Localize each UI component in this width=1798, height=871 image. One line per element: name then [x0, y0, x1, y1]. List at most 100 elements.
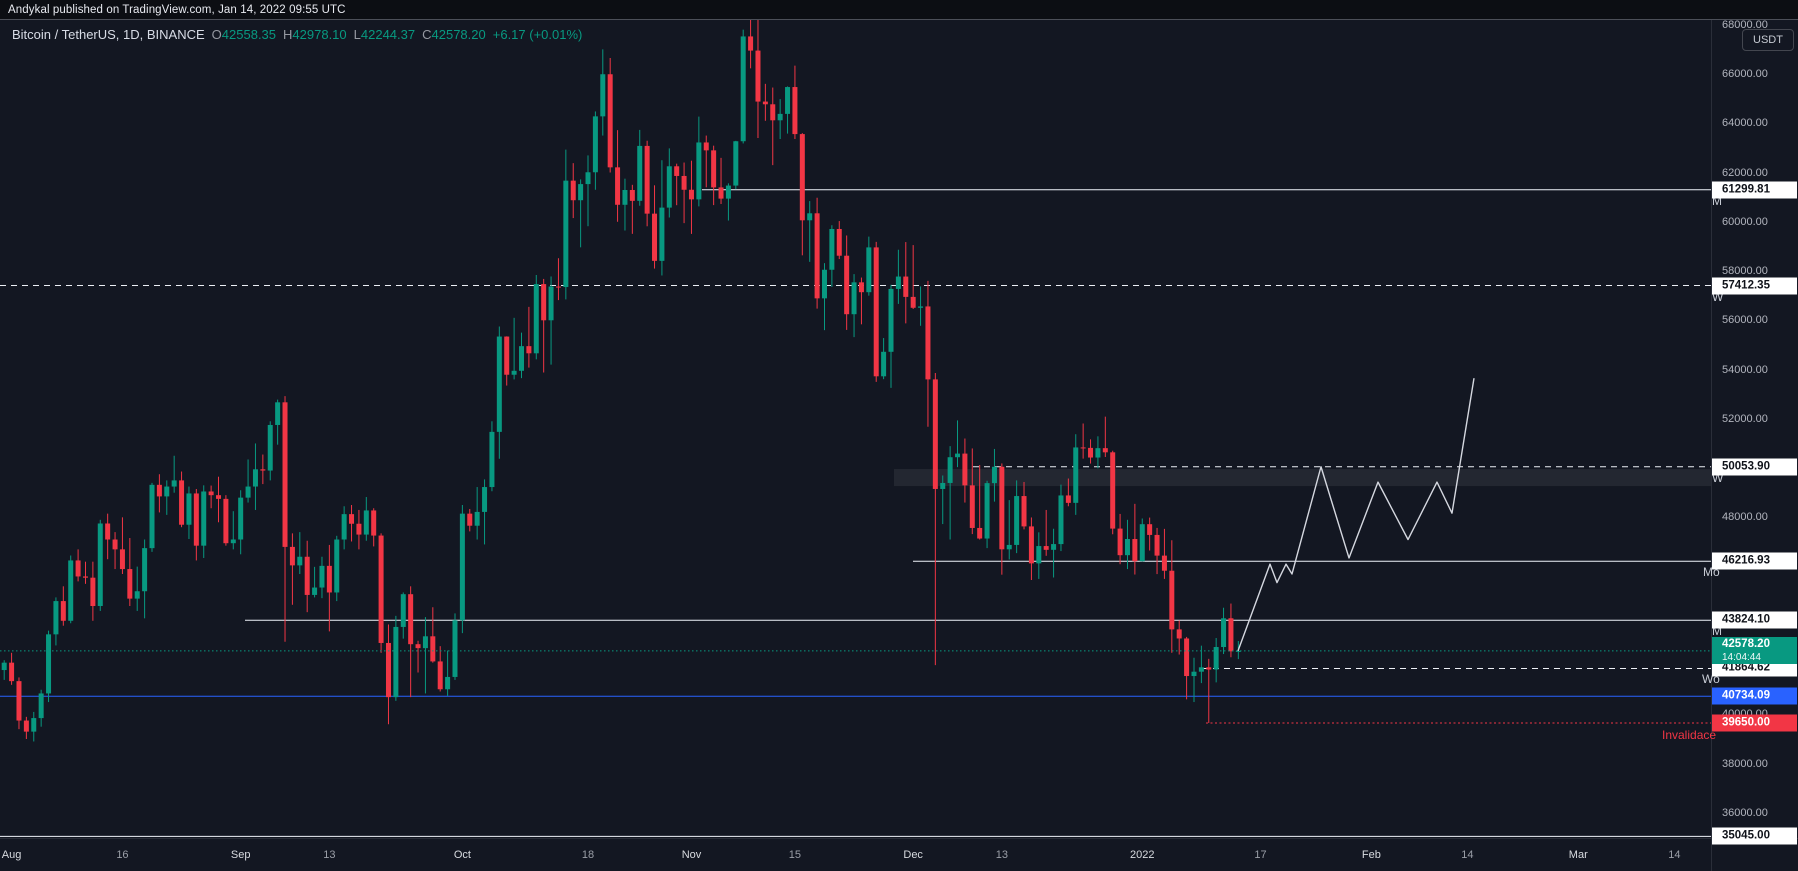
time-tick-14: 14: [1461, 849, 1474, 861]
candle-body: [836, 228, 842, 256]
candle-body: [1036, 546, 1042, 564]
candle-body: [903, 276, 909, 297]
candle-body: [1058, 495, 1064, 545]
price-tick-56000.00: 56000.00: [1722, 314, 1768, 327]
candle-body: [777, 113, 783, 121]
price-tick-48000.00: 48000.00: [1722, 511, 1768, 524]
level-letter-M-43824.10: M: [1712, 624, 1722, 639]
candle-body: [962, 453, 968, 486]
candle-body: [238, 497, 244, 540]
candle-body: [371, 510, 377, 536]
candle-body: [725, 185, 731, 199]
current-price-value: 42578.20: [1722, 638, 1770, 651]
candle-body: [68, 560, 74, 621]
candle-body: [156, 484, 162, 497]
candle-body: [881, 351, 887, 377]
candle-body: [1221, 618, 1227, 648]
candle-body: [792, 87, 798, 135]
candle-body: [1065, 495, 1071, 503]
candle-body: [289, 546, 295, 566]
candle-body: [97, 523, 103, 607]
ohlc-values: O42558.35 H42978.10 L42244.37 C42578.20: [205, 27, 486, 42]
candle-body: [1, 662, 7, 671]
candle-body: [1228, 618, 1234, 652]
time-tick-13: 13: [995, 849, 1008, 861]
candle-body: [112, 539, 118, 550]
candle-body: [592, 116, 598, 173]
candle-body: [422, 636, 428, 649]
candle-body: [245, 486, 251, 498]
candle-body: [895, 276, 901, 289]
candle-body: [1088, 447, 1094, 458]
candle-body: [1169, 570, 1175, 630]
candle-body: [60, 601, 66, 621]
level-axis-label-35045.00: 35045.00: [1712, 827, 1797, 845]
candle-body: [312, 587, 318, 595]
candle-body: [127, 569, 133, 599]
candle-body: [770, 104, 776, 121]
candle-body: [408, 594, 414, 645]
candle-body: [799, 134, 805, 221]
candle-body: [1043, 546, 1049, 550]
candle-body: [1213, 647, 1219, 670]
candle-body: [910, 296, 916, 308]
candle-body: [179, 480, 185, 525]
time-tick-2022: 2022: [1130, 849, 1155, 861]
candle-body: [304, 556, 310, 595]
invalidation-label: Invalidace: [1662, 728, 1717, 742]
price-tick-54000.00: 54000.00: [1722, 363, 1768, 376]
currency-toggle-button[interactable]: USDT: [1742, 29, 1794, 51]
level-letter-W-50053.90: W: [1712, 470, 1724, 485]
candle-body: [297, 556, 303, 566]
candle-body: [570, 180, 576, 201]
candle-body: [629, 190, 635, 201]
candle-body: [504, 336, 510, 375]
candle-body: [615, 167, 621, 205]
candle-body: [762, 101, 768, 105]
candle-body: [208, 491, 214, 496]
candle-body: [459, 513, 465, 621]
ohlc-value-O: 42558.35: [221, 27, 277, 42]
candle-body: [1139, 524, 1145, 562]
candle-body: [652, 213, 658, 261]
level-axis-label-43824.10: 43824.10: [1712, 611, 1797, 629]
candle-body: [496, 336, 502, 432]
ohlc-key-L: L: [353, 27, 361, 42]
candle-body: [703, 142, 709, 151]
symbol-legend[interactable]: Bitcoin / TetherUS, 1D, BINANCE O42558.35…: [12, 27, 582, 42]
time-tick-Dec: Dec: [903, 849, 923, 861]
candle-body: [814, 213, 820, 299]
time-tick-Feb: Feb: [1361, 849, 1381, 861]
level-letter-M-61299.81: M: [1712, 193, 1722, 208]
candle-body: [1124, 539, 1130, 556]
price-tick-64000.00: 64000.00: [1722, 117, 1768, 130]
candle-body: [46, 634, 52, 694]
ohlc-value-H: 42978.10: [292, 27, 347, 42]
candle-body: [445, 676, 451, 690]
candle-body: [230, 539, 236, 544]
candle-body: [940, 482, 946, 489]
candle-body: [821, 269, 827, 299]
candle-body: [866, 247, 872, 293]
candle-body: [1191, 671, 1197, 677]
symbol-title[interactable]: Bitcoin / TetherUS, 1D, BINANCE: [12, 27, 205, 42]
candle-body: [82, 576, 88, 578]
time-tick-16: 16: [116, 849, 129, 861]
candle-body: [1102, 448, 1108, 453]
candle-body: [585, 172, 591, 185]
candle-body: [696, 142, 702, 200]
price-tick-68000.00: 68000.00: [1722, 18, 1768, 31]
candle-body: [711, 150, 717, 188]
candle-body: [474, 511, 480, 526]
price-tick-60000.00: 60000.00: [1722, 215, 1768, 228]
candle-body: [888, 288, 894, 352]
candle-body: [349, 514, 355, 524]
candle-body: [149, 484, 155, 549]
candle-body: [733, 141, 739, 186]
time-tick-17: 17: [1254, 849, 1267, 861]
time-tick-Sep: Sep: [230, 849, 251, 861]
candle-body: [23, 720, 29, 732]
level-axis-label-46216.93: 46216.93: [1712, 552, 1797, 570]
